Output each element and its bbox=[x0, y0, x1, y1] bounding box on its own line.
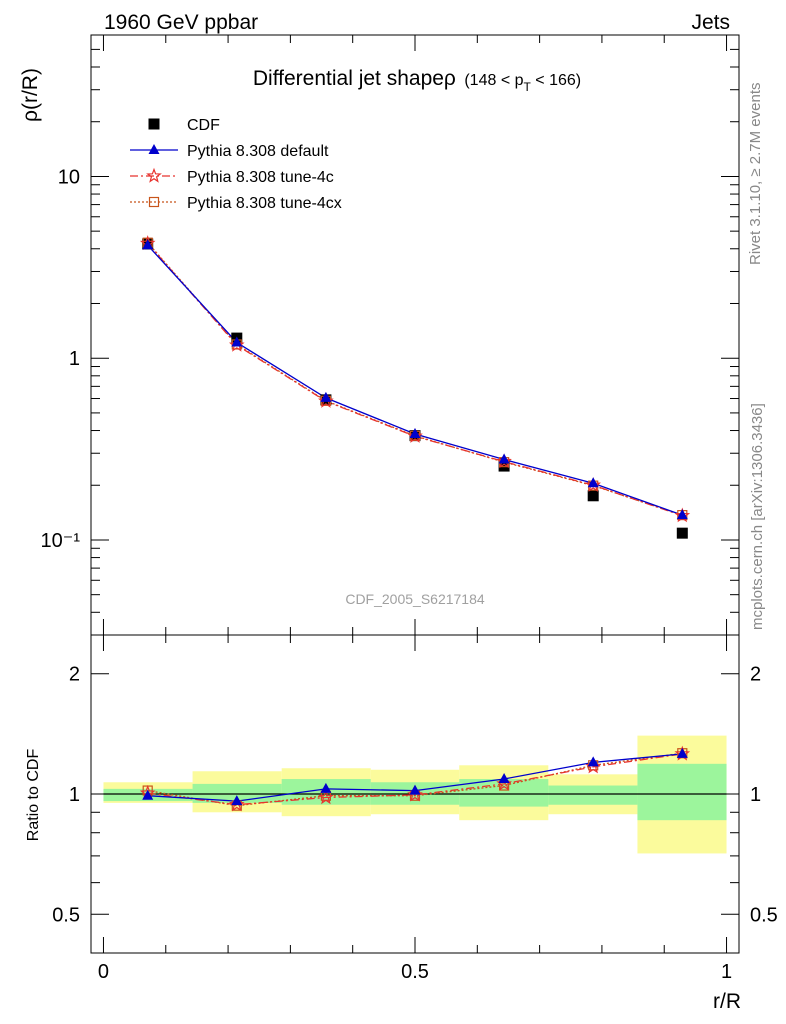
main-point-tune4c bbox=[407, 428, 423, 443]
ratio-x-tick-label: 0 bbox=[98, 961, 109, 983]
main-point-default bbox=[676, 509, 688, 520]
x-axis-label: r/R bbox=[713, 990, 741, 1013]
ratio-line-tune4c bbox=[147, 753, 683, 806]
main-point-tune4c bbox=[496, 453, 512, 469]
main-point-default bbox=[409, 427, 421, 438]
ratio-point-default bbox=[676, 747, 688, 758]
main-y-axis: 10⁻¹ 1 10 bbox=[41, 34, 739, 636]
legend-marker-default bbox=[148, 144, 160, 154]
main-point-tune4c bbox=[318, 392, 334, 408]
main-panel: 10⁻¹ 1 10 ρ(r/R) Differential jet shapeρ (… bbox=[19, 34, 740, 636]
ratio-point-tune4c bbox=[407, 786, 423, 802]
main-y-tick-label: 1 bbox=[69, 348, 80, 370]
ratio-point-tune4c bbox=[585, 758, 602, 774]
main-y-axis-label: ρ(r/R) bbox=[19, 68, 42, 122]
mcplots-label: mcplots.cern.ch [arXiv:1306.3436] bbox=[749, 403, 766, 630]
ratio-y-tick-label-right: 2 bbox=[750, 664, 761, 686]
main-point-tune4c bbox=[228, 336, 245, 352]
main-y-tick-label: 10⁻¹ bbox=[41, 530, 81, 552]
main-y-tick-label: 10 bbox=[58, 166, 80, 188]
main-point-default bbox=[142, 239, 154, 250]
main-point-default bbox=[498, 453, 510, 464]
ratio-point-default bbox=[409, 784, 421, 795]
ratio-band-inner bbox=[637, 763, 727, 821]
ratio-point-default bbox=[231, 795, 243, 806]
rivet-version-label: Rivet 3.1.10, ≥ 2.7M events bbox=[747, 83, 764, 266]
ratio-point-default bbox=[498, 773, 510, 784]
main-title: Differential jet shapeρ (148 < pT < 166) bbox=[253, 67, 581, 94]
main-point-default bbox=[320, 391, 332, 402]
ratio-point-default bbox=[142, 789, 154, 800]
ratio-y-tick-label: 1 bbox=[69, 784, 80, 806]
main-point-cdf bbox=[676, 527, 688, 539]
ratio-plot-area bbox=[103, 735, 727, 854]
legend-marker-tune4cx bbox=[148, 196, 160, 208]
ratio-y-tick-label-right: 0.5 bbox=[750, 904, 778, 926]
legend-marker-cdf bbox=[148, 118, 160, 130]
legend-label-tune4cx: Pythia 8.308 tune-4cx bbox=[187, 195, 342, 212]
main-title-range: (148 < pT < 166) bbox=[464, 72, 581, 94]
ratio-point-tune4c bbox=[228, 796, 245, 812]
ratio-point-default bbox=[320, 782, 332, 793]
main-point-tune4c bbox=[585, 476, 602, 492]
ratio-panel: 0.5 0.51 12 2 0 0.5 1 Ratio to CDF r/R bbox=[25, 634, 778, 1013]
ratio-x-tick-label: 1 bbox=[721, 961, 732, 983]
main-point-default bbox=[231, 336, 243, 347]
ratio-x-tick-label: 0.5 bbox=[401, 961, 429, 983]
ratio-x-axis: 0 0.5 1 bbox=[98, 635, 732, 983]
legend-marker-tune4c bbox=[146, 167, 162, 183]
main-line-tune4cx bbox=[147, 242, 683, 516]
main-title-text: Differential jet shapeρ bbox=[253, 67, 456, 90]
ratio-point-default bbox=[587, 756, 599, 767]
legend-label-cdf: CDF bbox=[187, 117, 220, 134]
analysis-watermark: CDF_2005_S6217184 bbox=[345, 591, 485, 607]
header-energy-label: 1960 GeV ppbar bbox=[104, 11, 258, 34]
header-process-label: Jets bbox=[691, 11, 730, 34]
legend-label-tune4c: Pythia 8.308 tune-4c bbox=[187, 169, 334, 186]
ratio-y-tick-label-right: 1 bbox=[750, 784, 761, 806]
ratio-band-inner bbox=[548, 785, 638, 805]
main-line-default bbox=[147, 244, 683, 516]
main-point-cdf bbox=[587, 490, 599, 502]
main-line-tune4c bbox=[147, 242, 683, 517]
legend-label-default: Pythia 8.308 default bbox=[187, 143, 329, 160]
ratio-y-axis: 0.5 0.5 1 1 2 2 bbox=[52, 664, 778, 954]
main-point-default bbox=[587, 477, 599, 488]
ratio-line-tune4cx bbox=[147, 752, 683, 807]
title-pt-subscript: T bbox=[524, 80, 532, 94]
ratio-y-axis-label: Ratio to CDF bbox=[25, 749, 42, 842]
ratio-y-tick-label: 2 bbox=[69, 664, 80, 686]
main-plot-area bbox=[139, 235, 691, 539]
title-range-end: < 166) bbox=[531, 72, 581, 89]
legend: CDF Pythia 8.308 default Pythia 8.308 tune… bbox=[130, 117, 342, 212]
ratio-y-tick-label: 0.5 bbox=[52, 904, 80, 926]
ratio-point-tune4c bbox=[318, 789, 334, 805]
